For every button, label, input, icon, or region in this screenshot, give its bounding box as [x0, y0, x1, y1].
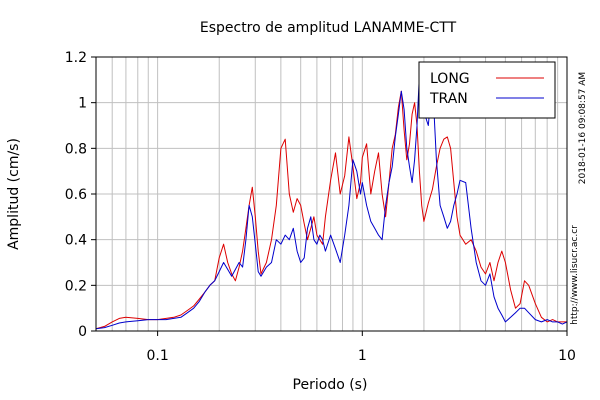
chart-title: Espectro de amplitud LANAMME-CTT	[200, 20, 457, 36]
y-tick-label: 1	[78, 96, 87, 112]
axis-ticks: 0 0.2 0.4 0.6 0.8 1 1.2 0.1 1 10	[65, 50, 576, 364]
x-axis-label: Periodo (s)	[293, 377, 368, 393]
x-tick-label: 10	[558, 348, 576, 364]
legend-label-long: LONG	[430, 71, 470, 87]
timestamp-side-label: 2018-01-16 09:08:57 AM	[578, 72, 588, 184]
y-tick-label: 1.2	[65, 50, 87, 66]
series-line-tran	[95, 74, 568, 330]
y-tick-label: 0	[78, 324, 87, 340]
x-tick-label: 1	[358, 348, 367, 364]
y-tick-label: 0.8	[65, 141, 87, 157]
url-side-label: http://www.lisucr.ac.cr	[570, 225, 580, 325]
y-tick-label: 0.4	[65, 233, 87, 249]
x-tick-label: 0.1	[146, 348, 168, 364]
legend-box	[418, 61, 556, 119]
series-line-long	[95, 90, 567, 330]
y-tick-label: 0.2	[65, 278, 87, 294]
legend-label-tran: TRAN	[429, 91, 468, 107]
y-axis-label: Amplitud (cm/s)	[6, 138, 22, 250]
series-layer	[95, 74, 568, 330]
legend: LONG TRAN	[418, 61, 556, 119]
y-tick-label: 0.6	[65, 187, 87, 203]
